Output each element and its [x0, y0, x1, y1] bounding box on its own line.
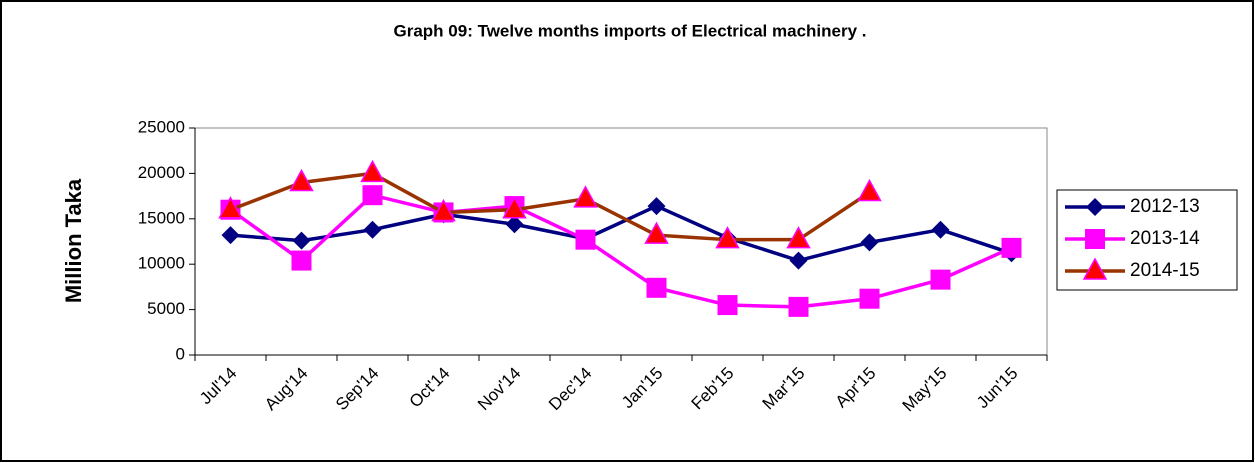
series-marker: [575, 229, 596, 250]
series-marker: [363, 220, 382, 239]
chart-title: Graph 09: Twelve months imports of Elect…: [394, 21, 867, 40]
series-marker: [505, 215, 524, 234]
legend-label: 2013-14: [1130, 228, 1200, 249]
series-marker: [360, 159, 385, 183]
series-line: [230, 204, 1013, 263]
series-marker: [1001, 237, 1022, 258]
y-tick-label: 25000: [138, 117, 185, 136]
series-marker: [362, 185, 383, 206]
legend-label: 2012-13: [1130, 196, 1200, 217]
series-line: [229, 171, 871, 242]
y-tick-label: 0: [176, 344, 185, 363]
series-marker: [573, 185, 598, 208]
legend-marker: [1086, 198, 1104, 216]
series-marker: [930, 269, 951, 290]
series-marker: [644, 221, 669, 244]
series-marker: [715, 226, 740, 249]
series-marker: [221, 226, 240, 245]
series-marker: [789, 251, 808, 270]
y-axis-title: Million Taka: [61, 178, 86, 303]
series-marker: [292, 231, 311, 250]
series-marker: [289, 168, 314, 192]
series-marker: [502, 196, 527, 219]
series-marker: [859, 288, 880, 309]
series-marker: [646, 277, 667, 298]
y-tick-label: 15000: [138, 208, 185, 227]
series-marker: [291, 250, 312, 271]
series-marker: [786, 226, 811, 249]
series-marker: [788, 296, 809, 317]
series-line: [229, 193, 1013, 309]
series-marker: [218, 196, 243, 219]
series-marker: [931, 220, 950, 239]
y-tick-label: 10000: [138, 254, 185, 273]
y-tick-label: 20000: [138, 163, 185, 182]
y-tick-label: 5000: [147, 299, 185, 318]
legend-marker: [1082, 257, 1108, 280]
legend-marker: [1085, 229, 1105, 249]
series-marker: [860, 233, 879, 252]
series-marker: [431, 198, 456, 222]
legend-label: 2014-15: [1130, 260, 1200, 281]
series-marker: [857, 178, 882, 202]
series-marker: [647, 197, 666, 216]
series-marker: [717, 295, 738, 316]
